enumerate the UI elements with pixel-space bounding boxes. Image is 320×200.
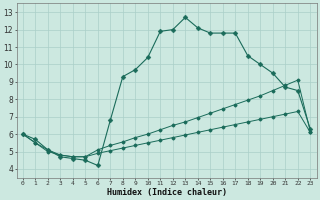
X-axis label: Humidex (Indice chaleur): Humidex (Indice chaleur) — [107, 188, 227, 197]
